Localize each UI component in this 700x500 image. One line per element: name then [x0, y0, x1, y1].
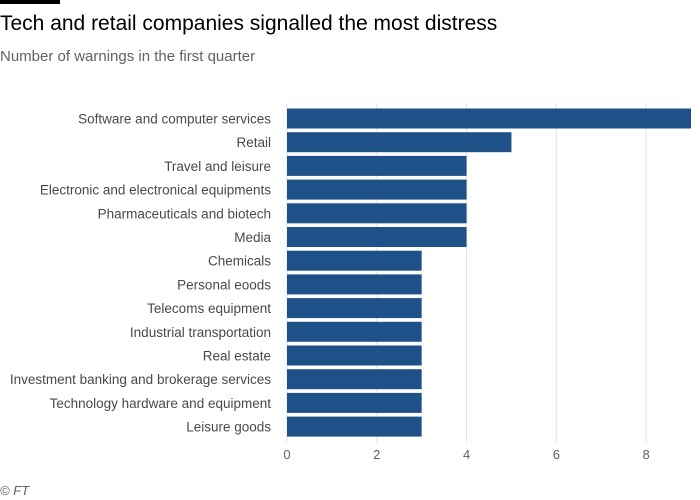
x-tick-label: 6 — [553, 447, 560, 462]
category-label: Pharmaceuticals and biotech — [98, 206, 271, 221]
bar — [287, 250, 422, 271]
category-label: Technology hardware and equipment — [50, 396, 272, 411]
chart-title: Tech and retail companies signalled the … — [0, 12, 498, 35]
ft-top-rule — [0, 0, 60, 4]
category-label: Travel and leisure — [164, 159, 271, 174]
x-tick-label: 2 — [373, 447, 380, 462]
category-label: Electronic and electronical equipments — [40, 183, 271, 198]
source-credit: © FT — [0, 483, 30, 498]
category-label: Personal eoods — [177, 277, 271, 292]
x-tick-label: 0 — [283, 447, 290, 462]
bar — [287, 108, 691, 129]
chart-subtitle: Number of warnings in the first quarter — [0, 48, 256, 65]
bar — [287, 369, 422, 390]
bar — [287, 392, 422, 413]
bar — [287, 203, 467, 224]
category-label: Investment banking and brokerage service… — [10, 372, 271, 387]
category-label: Leisure goods — [186, 420, 271, 435]
category-label: Retail — [236, 135, 271, 150]
bar — [287, 227, 467, 247]
bar — [287, 179, 467, 200]
bar — [287, 416, 422, 437]
x-tick-label: 8 — [642, 447, 649, 462]
category-label: Real estate — [203, 349, 271, 364]
category-label: Chemicals — [208, 254, 271, 269]
category-label: Telecoms equipment — [147, 301, 271, 316]
bar — [287, 298, 422, 319]
bar — [287, 321, 422, 342]
bar — [287, 274, 422, 295]
category-label: Industrial transportation — [130, 325, 271, 340]
x-tick-label: 4 — [463, 447, 470, 462]
category-label: Media — [234, 230, 271, 245]
bar — [287, 345, 422, 366]
bar — [287, 155, 467, 176]
category-label: Software and computer services — [78, 112, 271, 127]
bar — [287, 132, 512, 153]
